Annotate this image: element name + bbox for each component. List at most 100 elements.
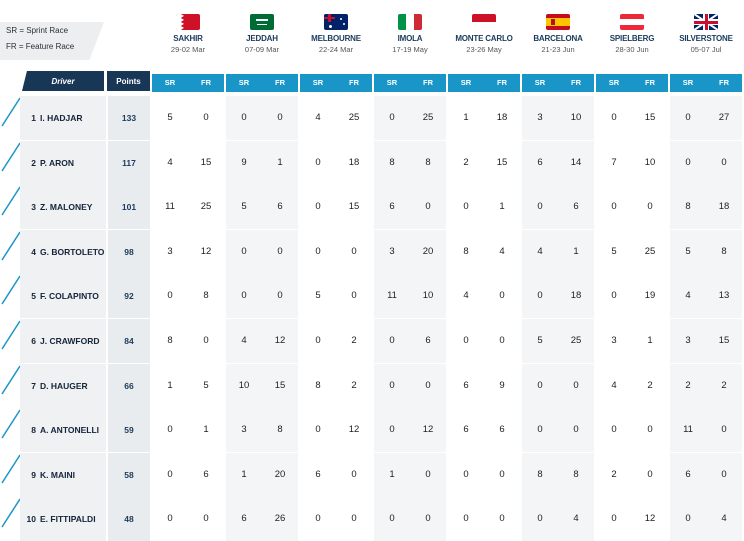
driver-name[interactable]: I. HADJAR [40, 113, 83, 123]
row-accent-icon [1, 97, 21, 127]
fr-result: 1 [647, 335, 653, 346]
fr-result: 0 [203, 335, 209, 346]
legend: SR = Sprint Race FR = Feature Race [0, 22, 104, 60]
sr-result: 5 [167, 112, 173, 123]
driver-name[interactable]: A. ANTONELLI [40, 425, 100, 436]
fr-result: 15 [644, 112, 656, 123]
track-dates: 07-09 Mar [244, 45, 280, 54]
sr-result: 0 [537, 201, 543, 213]
race-result-pair: 5 25 [522, 319, 594, 363]
driver-header: Driver [22, 71, 104, 91]
track-name: MELBOURNE [311, 34, 361, 43]
driver-position: 8 [31, 425, 36, 436]
driver-name[interactable]: E. FITTIPALDI [40, 514, 96, 525]
fr-result: 2 [351, 335, 357, 346]
fr-result: 12 [422, 424, 434, 436]
sr-result: 3 [241, 424, 247, 436]
driver-name[interactable]: Z. MALONEY [40, 202, 93, 213]
fr-result: 13 [718, 290, 730, 302]
table-row[interactable]: 4 G. BORTOLETO 98 3 12 0 0 0 0 3 20 8 4 4 1 5 25 5 8 [0, 229, 744, 274]
sr-result: 6 [463, 379, 469, 391]
table-row[interactable]: 5 F. COLAPINTO 92 0 8 0 0 5 0 11 10 4 0 0 18 0 19 4 13 [0, 274, 744, 319]
fr-result: 0 [203, 513, 209, 525]
race-result-pair: 0 12 [300, 408, 372, 452]
driver-name[interactable]: P. ARON [40, 157, 75, 168]
track-header: MONTE CARLO 23-26 May [447, 14, 521, 54]
fr-result: 0 [573, 379, 579, 391]
race-result-pair: 7 10 [596, 141, 668, 185]
sr-result: 3 [389, 245, 395, 257]
track-dates: 21-23 Jun [541, 45, 575, 54]
driver-position: 2 [31, 157, 36, 168]
track-dates: 28-30 Jun [615, 45, 649, 54]
sr-result: 0 [537, 513, 543, 525]
sr-result: 6 [241, 513, 247, 525]
race-result-pair: 0 15 [300, 185, 372, 229]
table-row[interactable]: 6 J. CRAWFORD 84 8 0 4 12 0 2 0 6 0 0 5 25 3 1 3 15 [0, 319, 744, 363]
fr-result: 25 [200, 201, 212, 213]
sr-label: SR [238, 78, 250, 87]
track-dates: 29-02 Mar [170, 45, 206, 54]
driver-position: 6 [31, 336, 36, 346]
fr-result: 15 [718, 335, 730, 346]
fr-result: 10 [644, 156, 656, 168]
fr-result: 12 [274, 335, 286, 346]
table-row[interactable]: 1 I. HADJAR 133 5 0 0 0 4 25 0 25 1 18 3 10 0 15 0 27 [0, 96, 744, 140]
points-header: Points [107, 71, 150, 91]
race-result-pair: 0 18 [522, 274, 594, 319]
sr-result: 4 [611, 379, 617, 391]
driver-name[interactable]: G. BORTOLETO [40, 246, 105, 257]
race-result-pair: 0 12 [374, 408, 446, 453]
driver-position: 3 [31, 202, 36, 213]
fr-result: 0 [351, 290, 357, 302]
driver-cell: 1 I. HADJAR [20, 96, 106, 140]
fr-result: 18 [348, 156, 360, 168]
driver-name[interactable]: J. CRAWFORD [40, 336, 100, 346]
sr-result: 8 [389, 156, 395, 168]
driver-cell: 9 K. MAINI [20, 452, 106, 497]
driver-cell: 6 J. CRAWFORD [20, 319, 106, 363]
driver-cell: 4 G. BORTOLETO [20, 229, 106, 274]
fr-result: 4 [499, 245, 505, 257]
fr-result: 9 [499, 379, 505, 391]
driver-cell: 7 D. HAUGER [20, 363, 106, 408]
driver-name[interactable]: K. MAINI [40, 469, 75, 480]
sr-result: 0 [315, 156, 321, 168]
table-row[interactable]: 7 D. HAUGER 66 1 5 10 15 8 2 0 0 6 9 0 0 4 2 2 2 [0, 363, 744, 408]
driver-points: 66 [108, 363, 150, 408]
race-result-pair: 3 12 [152, 230, 224, 274]
track-name: IMOLA [397, 34, 423, 43]
sr-fr-header: SR FR [152, 74, 224, 92]
sr-label: SR [386, 78, 398, 87]
sr-result: 11 [387, 290, 397, 302]
table-row[interactable]: 8 A. ANTONELLI 59 0 1 3 8 0 12 0 12 6 6 0 0 0 0 11 0 [0, 408, 744, 453]
table-row[interactable]: 9 K. MAINI 58 0 6 1 20 6 0 1 0 0 0 8 8 2 0 6 0 [0, 452, 744, 497]
table-row[interactable]: 2 P. ARON 117 4 15 9 1 0 18 8 8 2 15 6 14 7 10 0 0 [0, 140, 744, 185]
fr-result: 5 [203, 379, 209, 391]
sr-result: 0 [241, 290, 247, 302]
driver-name[interactable]: D. HAUGER [40, 380, 88, 391]
fr-result: 8 [721, 245, 727, 257]
table-row[interactable]: 10 E. FITTIPALDI 48 0 0 6 26 0 0 0 0 0 0 0 4 0 12 0 4 [0, 497, 744, 541]
row-accent-icon [1, 275, 21, 305]
sr-fr-header: SR FR [596, 74, 668, 92]
table-row[interactable]: 3 Z. MALONEY 101 11 25 5 6 0 15 6 0 0 1 0 6 0 0 8 18 [0, 185, 744, 230]
race-result-pair: 2 15 [448, 141, 520, 185]
driver-name[interactable]: F. COLAPINTO [40, 291, 99, 302]
sr-result: 5 [241, 201, 247, 213]
sr-result: 0 [389, 379, 395, 391]
sr-result: 4 [241, 335, 247, 346]
fr-result: 6 [499, 424, 505, 436]
sr-fr-header: SR FR [522, 74, 594, 92]
sr-result: 0 [685, 156, 691, 168]
fr-label: FR [571, 78, 581, 87]
fr-result: 12 [200, 245, 212, 257]
